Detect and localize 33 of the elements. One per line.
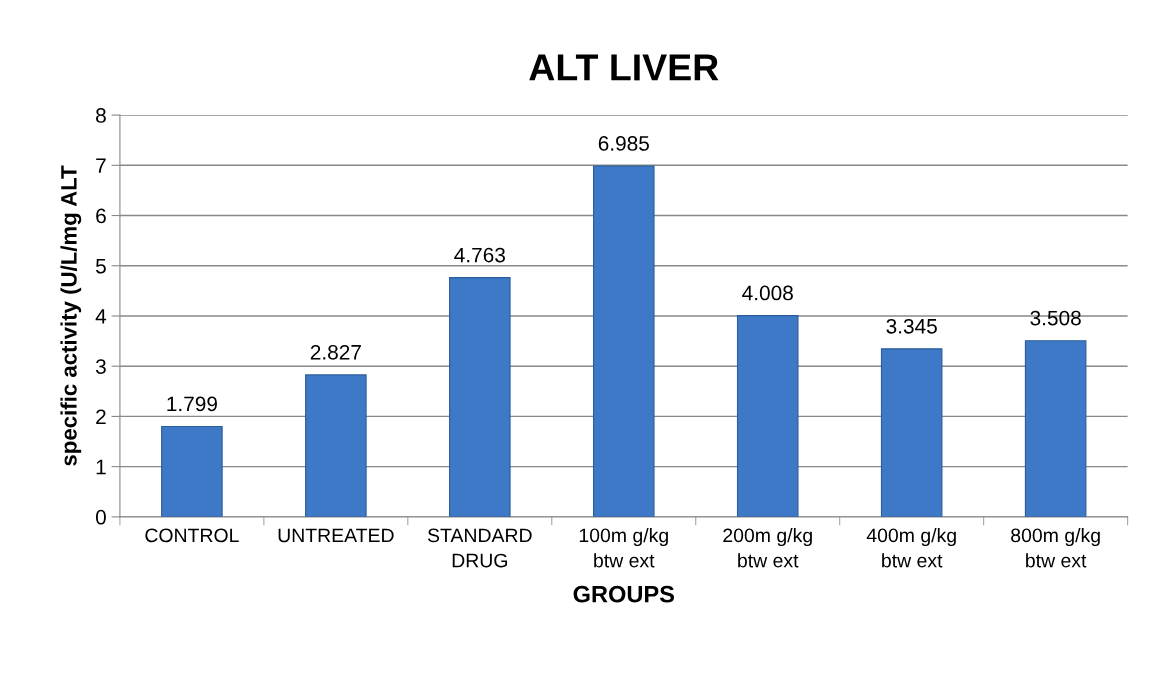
x-tick-label: CONTROL [145, 528, 239, 543]
y-tick-label: 4 [95, 309, 107, 324]
x-tick-label: 800m g/kg btw ext [1011, 527, 1100, 568]
bar [449, 277, 511, 517]
y-tick-label: 0 [95, 509, 106, 525]
bar [305, 374, 367, 517]
data-label: 2.827 [310, 344, 361, 360]
bar [736, 315, 799, 517]
data-label: 1.799 [167, 396, 217, 412]
data-label: 3.508 [1030, 310, 1081, 326]
y-tick-label: 2 [96, 409, 106, 424]
data-label: 6.985 [598, 136, 649, 151]
bar [1024, 340, 1087, 517]
bar [592, 165, 655, 517]
y-tick-label: 1 [96, 459, 106, 475]
y-axis-title: specific activity (U/L/mg ALT [60, 165, 82, 466]
y-tick-label: 8 [96, 108, 106, 123]
data-label: 4.008 [742, 285, 793, 301]
x-tick-label: 400m g/kg btw ext [866, 527, 956, 568]
y-tick-label: 3 [95, 359, 106, 374]
x-tick-label: 200m g/kg btw ext [723, 527, 812, 568]
y-tick-label: 5 [95, 258, 106, 274]
chart-title: ALT LIVER [529, 54, 719, 81]
x-tick-label: STANDARD DRUG [427, 528, 532, 568]
data-label: 3.345 [886, 318, 937, 334]
y-tick-label: 6 [96, 208, 106, 224]
bar [880, 348, 943, 517]
x-tick-label: UNTREATED [278, 528, 394, 543]
x-axis-title: GROUPS [573, 585, 675, 603]
bar [161, 425, 223, 517]
x-tick-label: 100m g/kg btw ext [579, 527, 668, 568]
y-tick-label: 7 [96, 158, 106, 173]
data-label: 4.763 [454, 247, 505, 263]
